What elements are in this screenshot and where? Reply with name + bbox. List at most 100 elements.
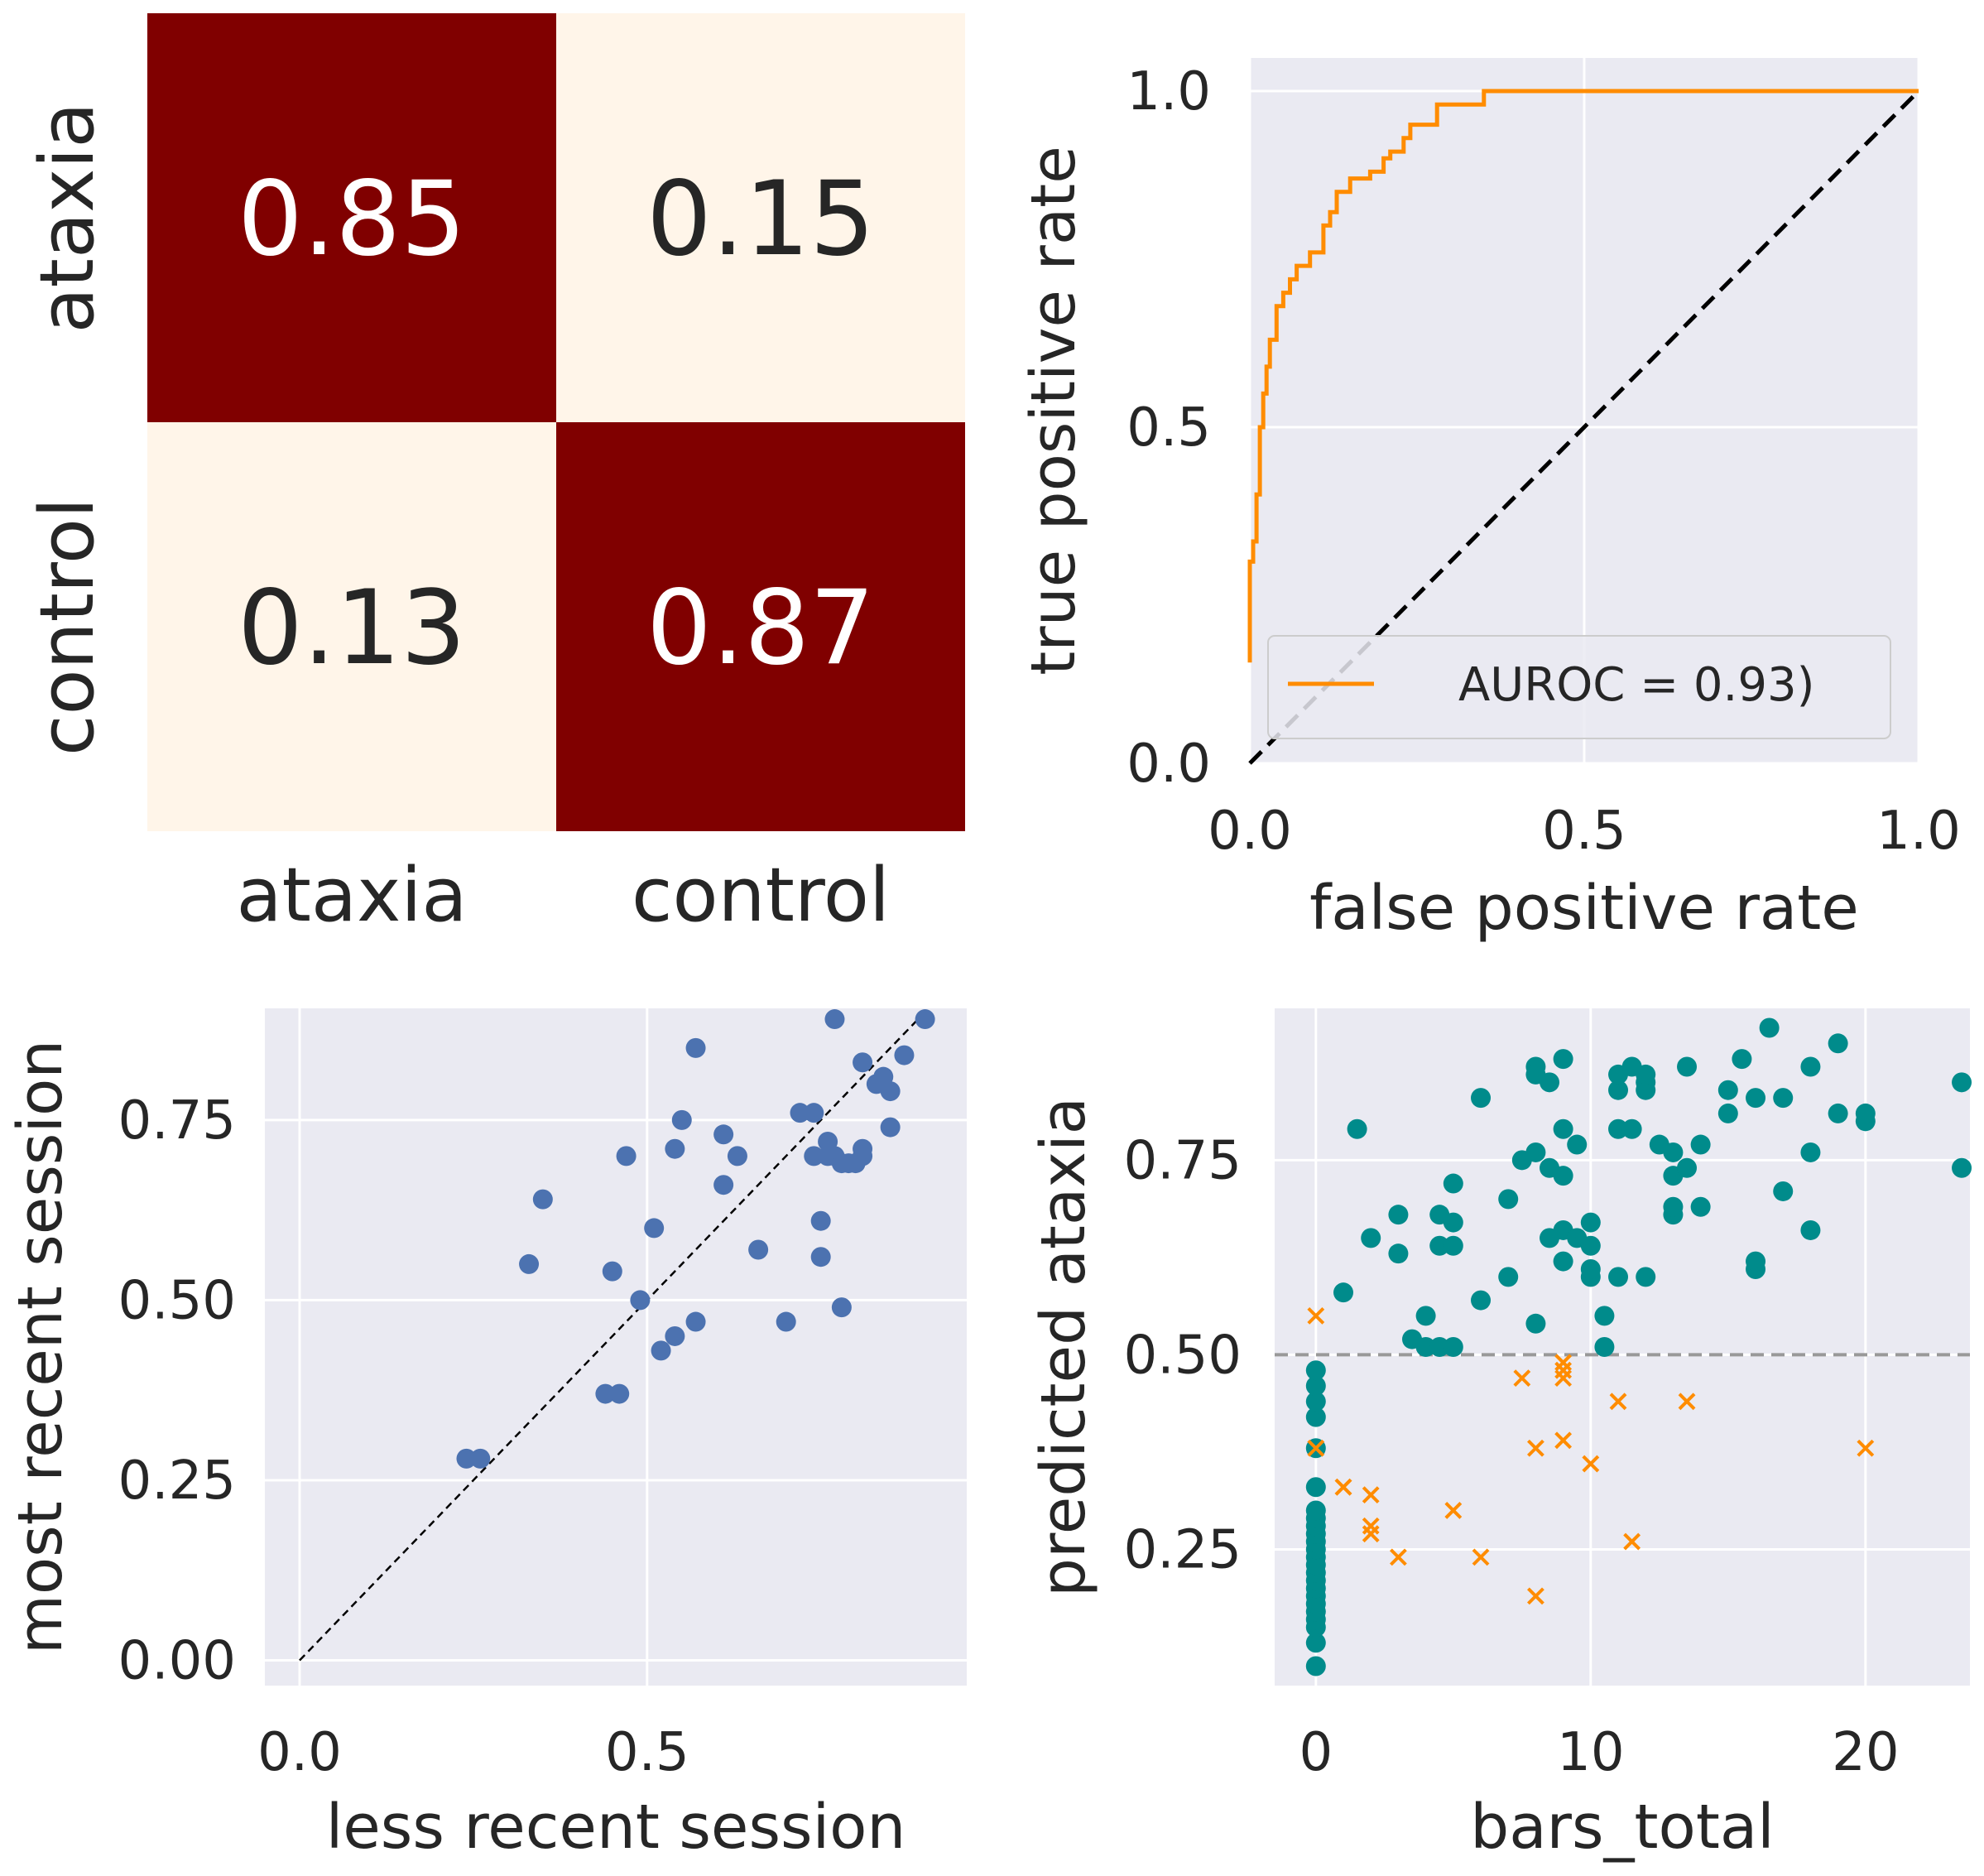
control-point: [1527, 1587, 1544, 1605]
ataxia-point: [1580, 1258, 1601, 1279]
y-tick-label: 0.50: [1124, 1325, 1242, 1386]
legend-box: [1267, 635, 1891, 739]
scatter-point: [602, 1261, 622, 1282]
scatter-point: [685, 1311, 706, 1332]
ataxia-point: [1746, 1088, 1766, 1109]
ataxia-point: [1498, 1189, 1519, 1210]
control-point: [1362, 1525, 1380, 1543]
x-axis-label: bars_total: [1470, 1792, 1775, 1863]
ataxia-point: [1952, 1072, 1972, 1093]
control-point: [1609, 1393, 1627, 1411]
roc-curve-line: [1247, 89, 1919, 663]
control-point: [1307, 1439, 1325, 1457]
ataxia-point: [1608, 1080, 1629, 1100]
scatter-point: [519, 1253, 540, 1274]
ataxia-point: [1800, 1142, 1821, 1162]
ataxia-point: [1443, 1235, 1463, 1256]
scatter-point: [880, 1117, 901, 1138]
scatter-point: [880, 1081, 901, 1102]
heatmap-cell: [556, 422, 965, 831]
ataxia-point: [1305, 1391, 1326, 1412]
scatter-point: [616, 1146, 637, 1166]
y-tick-label: 0.75: [118, 1090, 237, 1152]
scatter-point: [853, 1146, 873, 1166]
x-tick-label: 10: [1557, 1722, 1624, 1783]
ataxia-point: [1498, 1267, 1519, 1287]
ataxia-point: [1525, 1313, 1546, 1334]
y-tick-label: 1.0: [1127, 61, 1211, 123]
ataxia-point: [1636, 1080, 1656, 1100]
control-point: [1857, 1439, 1875, 1457]
scatter-point: [532, 1189, 553, 1210]
session-scatter-panel: 0.0 0.5 0.00 0.25 0.50 0.75 less recent sessio…: [5, 1008, 967, 1863]
ataxia-point: [1443, 1212, 1463, 1233]
control-point: [1554, 1431, 1573, 1450]
ataxia-point: [1828, 1103, 1848, 1123]
ataxia-point: [1732, 1049, 1752, 1070]
ataxia-point: [1553, 1166, 1573, 1186]
ataxia-point: [1361, 1228, 1381, 1248]
confusion-matrix-panel: 0.85 0.15 0.13 0.87 ataxia control ataxia contr…: [24, 13, 965, 939]
ataxia-point: [1636, 1267, 1656, 1287]
ataxia-point: [1305, 1500, 1326, 1521]
scatter-point: [790, 1103, 810, 1123]
ataxia-point: [1800, 1056, 1821, 1077]
ataxia-point: [1443, 1337, 1463, 1357]
x-axis-label: false positive rate: [1309, 873, 1859, 944]
scatter-point: [894, 1045, 915, 1065]
x-tick-label: 0: [1299, 1722, 1333, 1783]
control-point: [1554, 1354, 1573, 1372]
control-point: [1527, 1439, 1544, 1457]
scatter-point: [810, 1210, 831, 1231]
ataxia-point: [1553, 1049, 1573, 1070]
scatter-point: [456, 1448, 477, 1469]
ataxia-point: [1415, 1306, 1436, 1326]
scatter-point: [824, 1009, 845, 1030]
scatter-point: [727, 1146, 747, 1166]
control-point: [1389, 1548, 1407, 1566]
control-point: [1623, 1532, 1641, 1551]
ataxia-point: [1800, 1219, 1821, 1240]
ataxia-point: [1621, 1118, 1642, 1139]
column-label: control: [632, 852, 890, 939]
heatmap-cell: [556, 13, 965, 422]
x-tick-label: 0.0: [257, 1722, 342, 1783]
cell-value-label: 0.87: [646, 569, 875, 688]
ataxia-point: [1855, 1103, 1876, 1123]
y-axis-label: true positive rate: [1018, 146, 1089, 675]
scatter-point: [630, 1290, 651, 1311]
legend: AUROC = 0.93): [1267, 635, 1891, 739]
scatter-point: [644, 1218, 665, 1239]
ataxia-point: [1773, 1181, 1794, 1201]
ataxia-point: [1690, 1196, 1711, 1217]
ataxia-point: [1471, 1290, 1492, 1311]
y-tick-label: 0.75: [1124, 1130, 1242, 1191]
roc-curve-panel: 0.0 0.5 1.0 0.0 0.5 1.0 false positive rate tru…: [1018, 58, 1961, 944]
cell-value-label: 0.85: [238, 160, 466, 279]
bars-total-scatter-panel: 0 10 20 0.25 0.50 0.75 bars_total predicted ata…: [1028, 1008, 1972, 1863]
ataxia-point: [1773, 1088, 1794, 1109]
control-point: [1444, 1502, 1463, 1519]
ataxia-point: [1594, 1306, 1615, 1326]
ataxia-point: [1429, 1235, 1450, 1256]
ataxia-point: [1443, 1173, 1463, 1194]
scatter-point: [609, 1383, 630, 1404]
identity-diagonal-line: [299, 1011, 926, 1662]
ataxia-point: [1388, 1205, 1409, 1225]
scatter-point: [810, 1247, 831, 1268]
ataxia-point: [1580, 1212, 1601, 1233]
ataxia-point: [1429, 1337, 1450, 1357]
ataxia-point: [1305, 1656, 1326, 1676]
ataxia-point: [1759, 1017, 1780, 1038]
y-axis-label: predicted ataxia: [1028, 1097, 1099, 1597]
ataxia-point: [1663, 1196, 1684, 1217]
plot-area: [265, 1008, 967, 1686]
control-point: [1334, 1478, 1352, 1496]
y-tick-label: 0.25: [118, 1450, 237, 1512]
control-point: [1582, 1455, 1600, 1473]
scatter-point: [665, 1325, 685, 1346]
scatter-point: [671, 1109, 692, 1130]
x-tick-label: 0.0: [1208, 801, 1292, 862]
ataxia-point: [1717, 1103, 1738, 1123]
control-point: [1678, 1393, 1696, 1411]
